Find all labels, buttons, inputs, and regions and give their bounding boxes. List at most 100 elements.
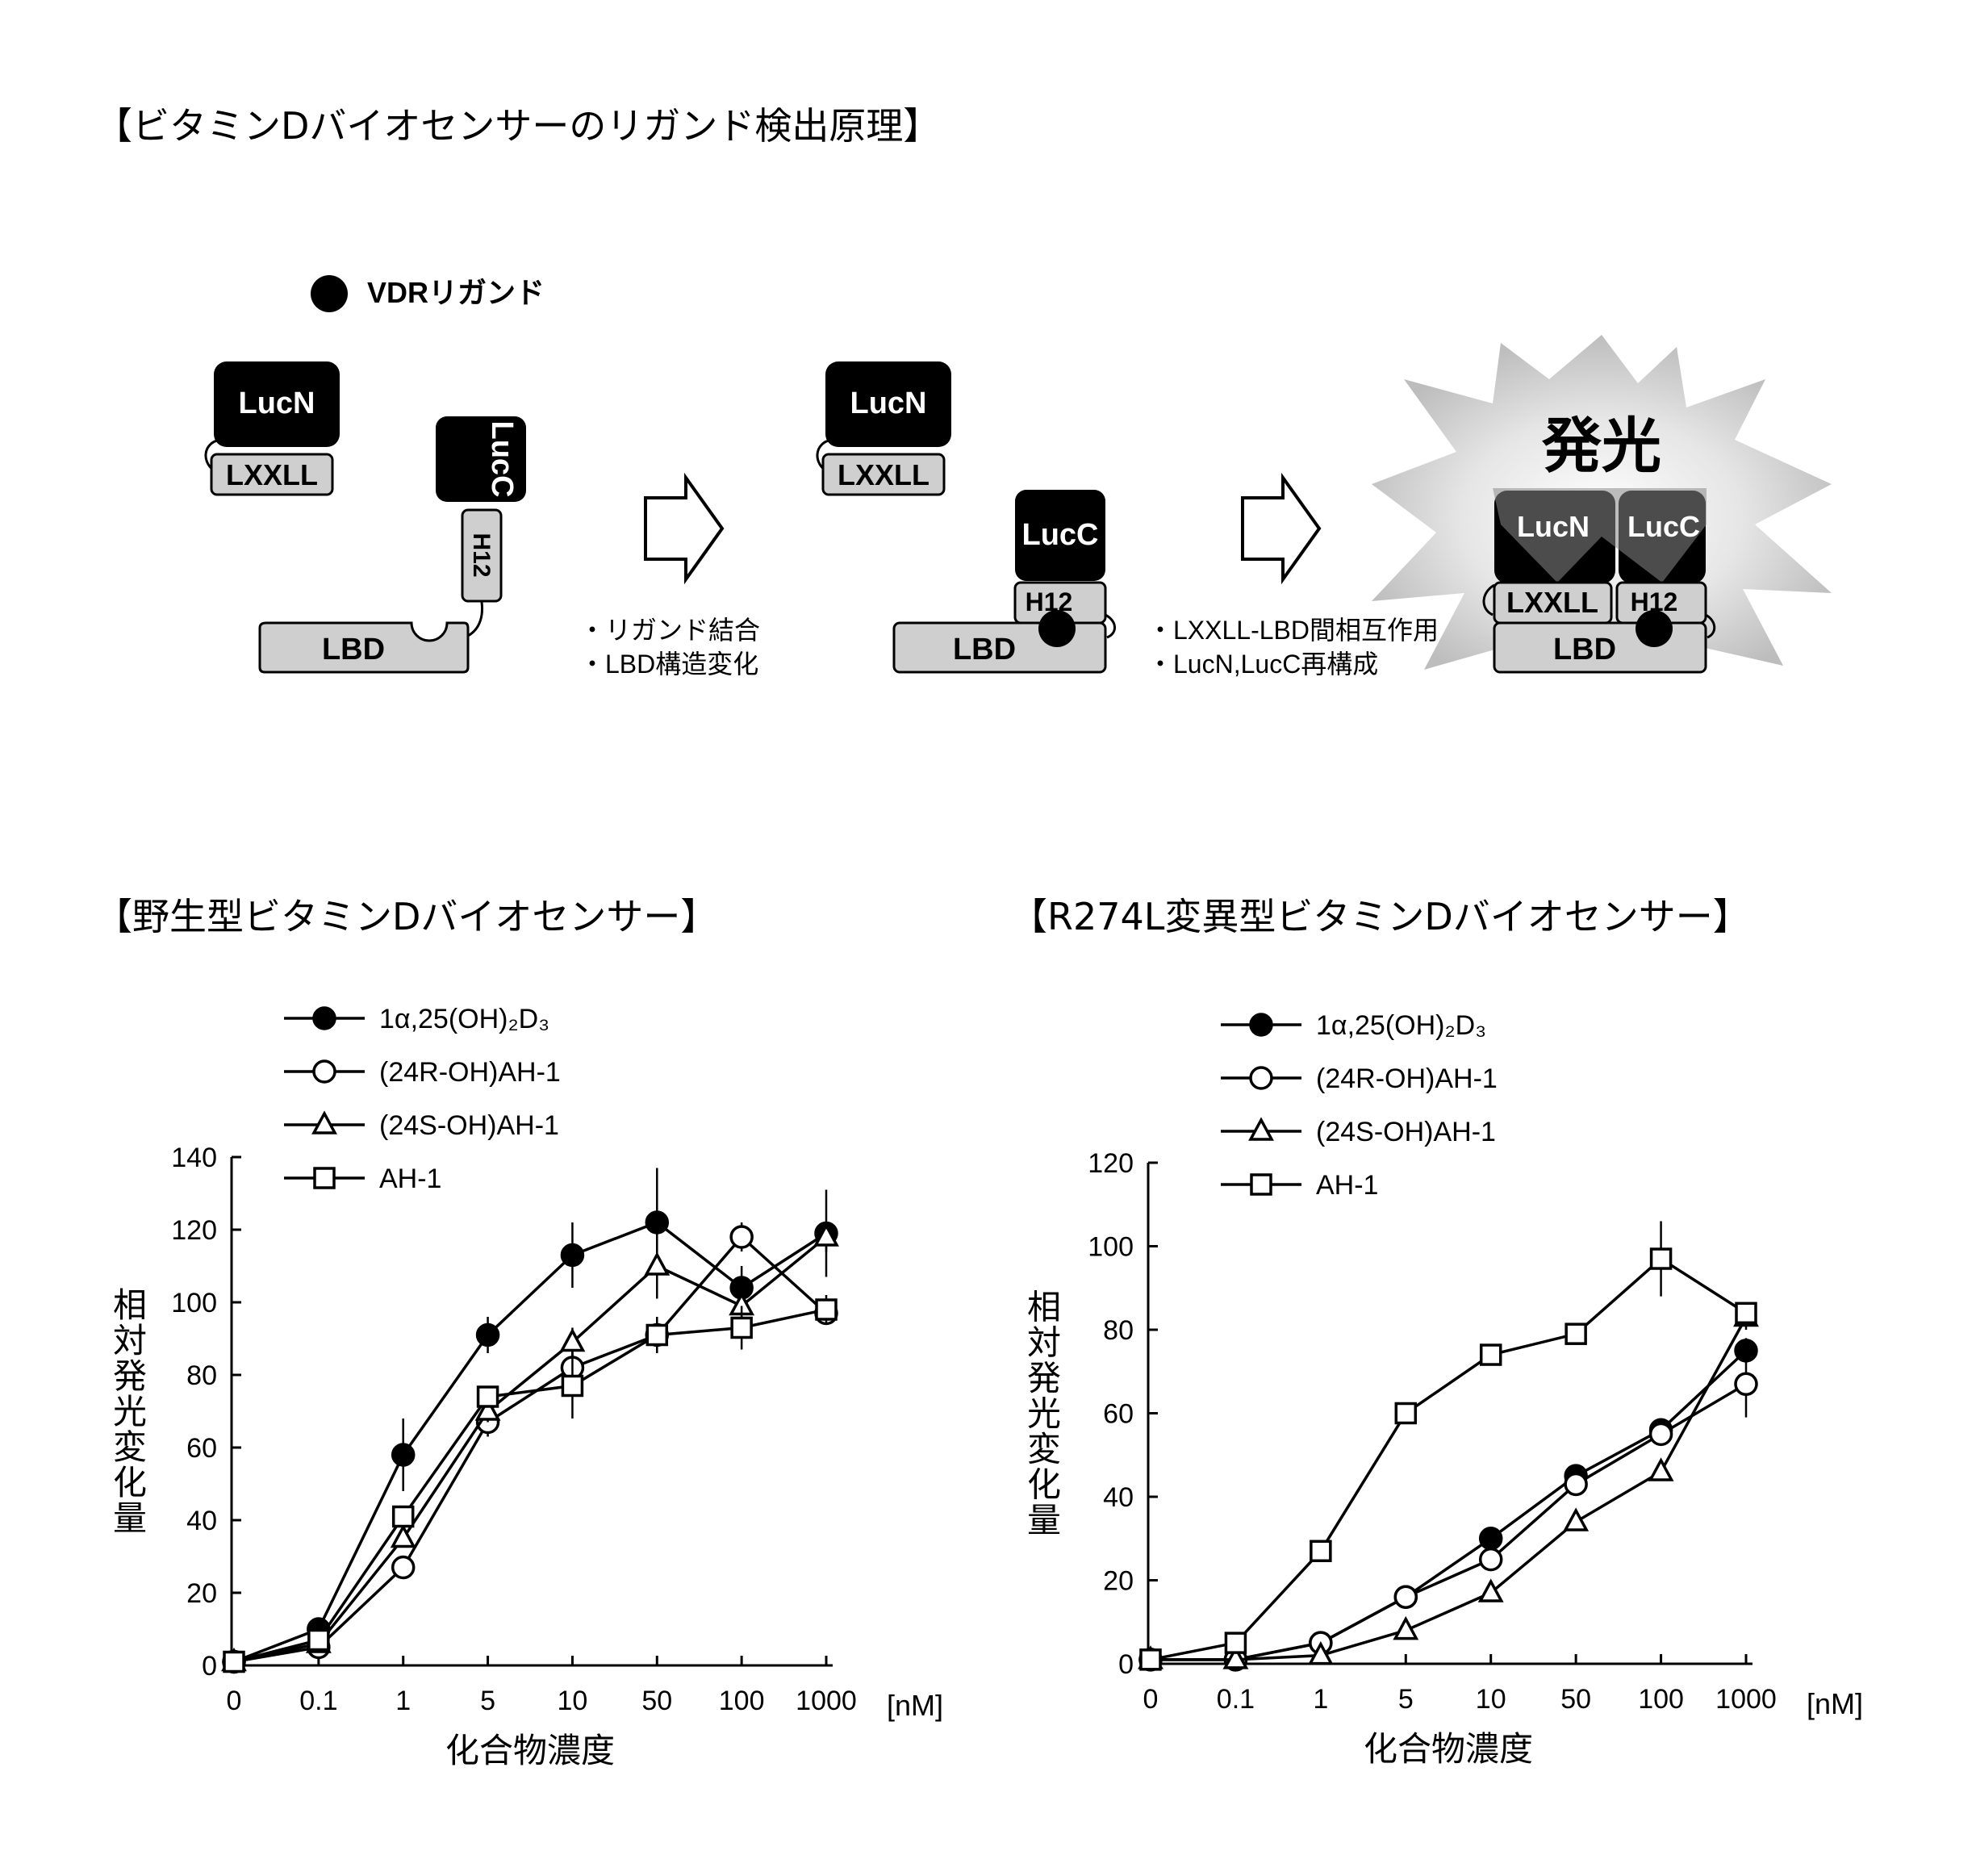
series-ah-1	[223, 1295, 838, 1673]
state-luminescent: 発光 LucN LucC LXXLL H12 LBD	[1372, 335, 1832, 674]
series-24s-oh-ah-1-point	[390, 1523, 416, 1548]
legend-label: AH-1	[379, 1164, 441, 1194]
legend-entry-ah-1: AH-1	[284, 1164, 441, 1194]
x-tick-label: 100	[1638, 1684, 1684, 1715]
y-tick-label: 0	[1118, 1649, 1134, 1680]
series-ah-1	[1139, 1221, 1757, 1671]
lucc-label-3: LucC	[1627, 510, 1700, 543]
x-tick-label: 5	[1398, 1684, 1414, 1715]
lxxll-label-3: LXXLL	[1506, 586, 1598, 619]
diagram-title: 【ビタミンDバイオセンサーのリガンド検出原理】	[95, 104, 941, 148]
y-tick-label: 120	[171, 1215, 217, 1246]
legend-entry-24r-oh-ah-1: (24R-OH)AH-1	[1221, 1063, 1498, 1094]
series-ah-1-point	[645, 1323, 669, 1347]
y-tick-label: 60	[186, 1433, 217, 1464]
series-1-25-oh-d-point	[475, 1322, 500, 1347]
lucn-box-2	[825, 361, 951, 447]
series-24s-oh-ah-1-point	[1222, 1645, 1249, 1669]
y-tick-label: 20	[186, 1578, 217, 1609]
series-24s-oh-ah-1-point	[1307, 1640, 1334, 1665]
y-tick-label: 40	[1103, 1482, 1134, 1513]
lucn-label-3: LucN	[1517, 510, 1590, 543]
chart-r274l: 0 20 40 60 80 100 120 0 0.1 1 5 10 50 100 1000 [nM] 化合物濃…	[1023, 1010, 1864, 1768]
h12-label-2: H12	[1026, 587, 1073, 616]
series-24s-oh-ah-1-point	[813, 1222, 839, 1247]
x-unit-label: [nM]	[1807, 1687, 1863, 1720]
y-tick-label: 60	[1103, 1399, 1134, 1430]
x-tick-label: 0	[227, 1686, 242, 1716]
bound-ligand	[1038, 610, 1076, 647]
lucc-box-2	[1015, 490, 1105, 581]
lucn-box	[214, 361, 340, 447]
lucc-label-2: LucC	[1022, 518, 1099, 552]
series-ah-1-point	[1479, 1343, 1502, 1366]
series-24s-oh-ah-1-point	[644, 1251, 671, 1276]
chart-title-r274l: 【R274L変異型ビタミンDバイオセンサー】	[1010, 895, 1750, 938]
series-ah-1-line	[233, 1308, 827, 1664]
y-tick-label: 100	[171, 1288, 217, 1318]
y-tick-label: 0	[202, 1651, 217, 1682]
series-ah-1-point	[1224, 1632, 1247, 1654]
x-tick-label: 5	[480, 1686, 495, 1716]
legend-marker	[1248, 1117, 1274, 1141]
lbd-label: LBD	[322, 633, 385, 666]
lucn-label: LucN	[239, 386, 315, 420]
lbd-label-2: LBD	[953, 633, 1016, 666]
x-tick-label: 1	[395, 1686, 411, 1716]
h12-label-vertical: H12	[468, 533, 495, 577]
x-tick-label: 10	[558, 1686, 588, 1716]
y-tick-label: 20	[1103, 1566, 1134, 1597]
series-ah-1-point	[476, 1385, 499, 1408]
x-axis-label: 化合物濃度	[1364, 1730, 1533, 1768]
x-tick-label: 100	[719, 1686, 765, 1716]
legend-entry-24s-oh-ah-1: (24S-OH)AH-1	[1221, 1117, 1496, 1147]
lbd-box	[258, 621, 470, 674]
legend-marker	[312, 1006, 336, 1030]
x-tick-label: 1000	[796, 1686, 857, 1716]
series-ah-1-point	[815, 1298, 838, 1321]
series-24s-oh-ah-1-point	[474, 1397, 501, 1421]
lxxll-box	[210, 453, 334, 496]
step1-note-2: ・LBD構造変化	[579, 650, 758, 679]
legend-entry-24r-oh-ah-1: (24R-OH)AH-1	[284, 1057, 561, 1088]
lucn-label-2: LucN	[850, 386, 927, 420]
series-24r-oh-ah-1	[1138, 1350, 1758, 1672]
series-24s-oh-ah-1-point	[1563, 1507, 1590, 1531]
y-tick-label: 120	[1088, 1148, 1134, 1179]
series-24r-oh-ah-1-point	[1564, 1472, 1588, 1497]
legend-marker	[313, 1167, 336, 1189]
step2-note-2: ・LucN,LucC再構成	[1147, 650, 1378, 679]
state-unbound: LucN LXXLL LucC H12 LBD	[204, 361, 526, 674]
x-tick-label: 1	[1313, 1684, 1328, 1715]
principle-diagram: VDRリガンド LucN LXXLL LucC H12 LBD ・リガンド結合 …	[204, 275, 1832, 679]
series-ah-1-point	[1139, 1648, 1162, 1671]
lxxll-label: LXXLL	[226, 458, 318, 491]
series-ah-1-point	[307, 1628, 330, 1652]
y-tick-label: 100	[1088, 1232, 1134, 1263]
series-1-25-oh-d-line	[1151, 1349, 1748, 1661]
series-1-25-oh-d-line	[233, 1221, 827, 1664]
lxxll-box-2	[821, 453, 946, 496]
series-24s-oh-ah-1-line	[233, 1235, 828, 1664]
series-ah-1-point	[223, 1650, 245, 1673]
legend-entry-ah-1: AH-1	[1221, 1170, 1378, 1201]
step2-note-1: ・LXXLL-LBD間相互作用	[1147, 616, 1439, 645]
legend-label: (24S-OH)AH-1	[379, 1110, 559, 1141]
y-tick-label: 40	[186, 1506, 217, 1536]
series-24r-oh-ah-1-point	[391, 1555, 416, 1580]
series-ah-1-point	[1565, 1322, 1587, 1345]
lbd-label-3: LBD	[1553, 633, 1616, 666]
x-tick-label: 0.1	[1217, 1684, 1255, 1715]
legend-label: 1α,25(OH)₂D₃	[379, 1004, 549, 1034]
lxxll-label-2: LXXLL	[838, 458, 930, 491]
x-tick-label: 10	[1476, 1684, 1506, 1715]
series-1-25-oh-d-point	[645, 1210, 670, 1235]
series-1-25-oh-d-point	[391, 1443, 416, 1467]
ligand-legend-dot	[311, 275, 348, 312]
series-24r-oh-ah-1-point	[1478, 1547, 1503, 1572]
bound-ligand-3	[1636, 610, 1673, 647]
y-tick-label: 80	[1103, 1315, 1134, 1346]
legend-entry-1-25-oh-d: 1α,25(OH)₂D₃	[284, 1004, 549, 1034]
series-24s-oh-ah-1-point	[559, 1327, 586, 1352]
lucc-box	[436, 416, 526, 502]
